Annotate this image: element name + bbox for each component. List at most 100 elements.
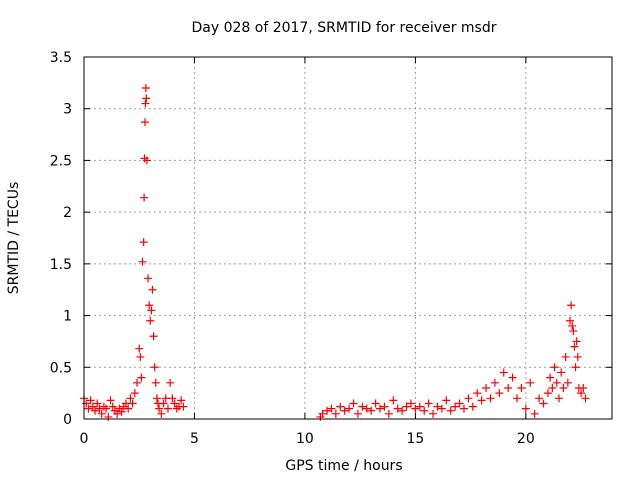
data-point	[424, 399, 433, 408]
data-point	[579, 383, 588, 392]
y-tick-label: 3	[63, 102, 72, 118]
data-point	[142, 94, 151, 103]
data-point	[327, 404, 336, 413]
data-point	[371, 399, 380, 408]
data-point	[358, 402, 367, 411]
data-point	[402, 402, 411, 411]
data-point	[550, 363, 559, 372]
data-point	[163, 404, 172, 413]
data-point	[128, 399, 137, 408]
axis-ticks: 0 0.5 1 1.5 2 2.5 3 3.5 0 5 10 15 20	[50, 50, 612, 447]
y-tick-label: 1	[63, 309, 72, 325]
data-point	[539, 399, 548, 408]
data-point	[138, 257, 147, 266]
data-point	[393, 404, 402, 413]
data-point	[535, 394, 544, 403]
y-tick-label: 2.5	[50, 153, 72, 169]
x-tick-label: 15	[406, 431, 424, 447]
data-point	[117, 407, 126, 416]
data-point	[548, 383, 557, 392]
data-point	[141, 99, 150, 108]
y-axis-label: SRMTID / TECUs	[6, 182, 22, 295]
data-point	[573, 352, 582, 361]
data-point	[486, 394, 495, 403]
data-point	[572, 337, 581, 346]
data-point	[490, 378, 499, 387]
data-point	[126, 394, 135, 403]
data-point	[133, 378, 142, 387]
data-point	[567, 301, 576, 310]
data-point	[136, 352, 145, 361]
data-point	[473, 389, 482, 398]
data-point	[455, 399, 464, 408]
data-point	[504, 383, 513, 392]
x-tick-label: 5	[190, 431, 199, 447]
data-point	[570, 342, 579, 351]
data-point	[568, 321, 577, 330]
data-point	[84, 404, 93, 413]
data-point	[331, 409, 340, 418]
data-point	[477, 396, 486, 405]
data-point	[144, 274, 153, 283]
data-point	[97, 409, 106, 418]
data-point	[398, 406, 407, 415]
data-point	[563, 378, 572, 387]
data-point	[495, 389, 504, 398]
data-point	[147, 306, 156, 315]
data-point	[166, 378, 175, 387]
data-point	[159, 399, 168, 408]
data-point	[91, 406, 100, 415]
data-point	[442, 396, 451, 405]
data-point	[353, 409, 362, 418]
data-point	[140, 193, 149, 202]
data-point	[561, 352, 570, 361]
chart-title: Day 028 of 2017, SRMTID for receiver msd…	[192, 20, 497, 36]
data-point	[88, 402, 97, 411]
data-point	[508, 373, 517, 382]
data-point	[124, 404, 133, 413]
y-tick-label: 3.5	[50, 50, 72, 66]
data-point	[429, 409, 438, 418]
data-point	[384, 409, 393, 418]
data-point	[451, 402, 460, 411]
data-point	[106, 396, 115, 405]
data-point	[93, 399, 102, 408]
data-point	[376, 404, 385, 413]
data-point	[415, 402, 424, 411]
x-axis-label: GPS time / hours	[285, 458, 402, 474]
data-point	[151, 378, 160, 387]
data-point	[323, 406, 332, 415]
data-point	[581, 394, 590, 403]
data-point	[362, 404, 371, 413]
data-point	[521, 404, 530, 413]
data-point	[554, 394, 563, 403]
data-point	[349, 399, 358, 408]
data-point	[146, 316, 155, 325]
y-tick-label: 0.5	[50, 360, 72, 376]
data-point	[420, 406, 429, 415]
data-point	[318, 409, 327, 418]
data-point	[148, 285, 157, 294]
data-point	[446, 406, 455, 415]
data-point	[468, 402, 477, 411]
data-point	[345, 404, 354, 413]
data-point	[113, 409, 122, 418]
plot-frame	[83, 56, 613, 420]
data-point	[145, 301, 154, 310]
data-point	[142, 156, 151, 165]
data-point	[411, 404, 420, 413]
data-point	[139, 238, 148, 247]
data-point	[157, 409, 166, 418]
data-point	[543, 389, 552, 398]
data-point	[566, 316, 575, 325]
data-point	[557, 368, 566, 377]
data-point	[433, 402, 442, 411]
data-point	[569, 327, 578, 336]
data-point	[552, 378, 561, 387]
y-tick-label: 2	[63, 205, 72, 221]
x-tick-label: 0	[80, 431, 89, 447]
data-point	[102, 404, 111, 413]
data-point	[135, 344, 144, 353]
data-point	[340, 406, 349, 415]
